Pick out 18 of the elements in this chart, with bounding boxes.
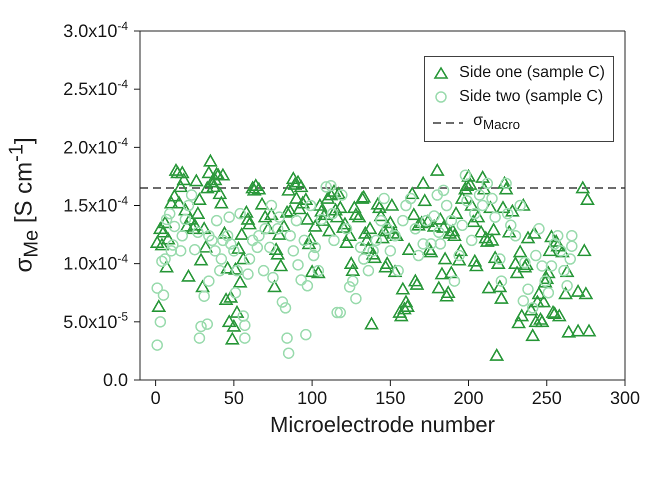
y-tick-label: 2.0x10$^{-4}$ — [63, 135, 128, 158]
x-tick-label: 250 — [532, 388, 562, 408]
legend-label: Side one (sample C) — [459, 63, 605, 83]
x-tick-label: 300 — [610, 388, 640, 408]
y-tick-label: 1.5x10$^{-4}$ — [63, 193, 128, 216]
y-tick-label: 3.0x10$^{-4}$ — [63, 18, 128, 41]
y-tick-label: 0.0 — [102, 370, 128, 390]
x-tick-label: 200 — [454, 388, 484, 408]
legend-label: Side two (sample C) — [459, 87, 604, 107]
x-tick-label: 100 — [297, 388, 328, 408]
x-tick-label: 0 — [150, 388, 161, 408]
x-axis-title: Microelectrode number — [270, 412, 495, 437]
y-tick-label: 2.5x10$^{-4}$ — [63, 76, 128, 100]
legend-label: σ$_{Macro}$ — [473, 111, 520, 134]
y-tick-label: 1.0x10$^{-4}$ — [63, 251, 128, 274]
x-tick-label: 150 — [375, 388, 406, 408]
x-tick-label: 50 — [224, 388, 244, 408]
y-tick-label: 5.0x10$^{-5}$ — [63, 310, 128, 332]
